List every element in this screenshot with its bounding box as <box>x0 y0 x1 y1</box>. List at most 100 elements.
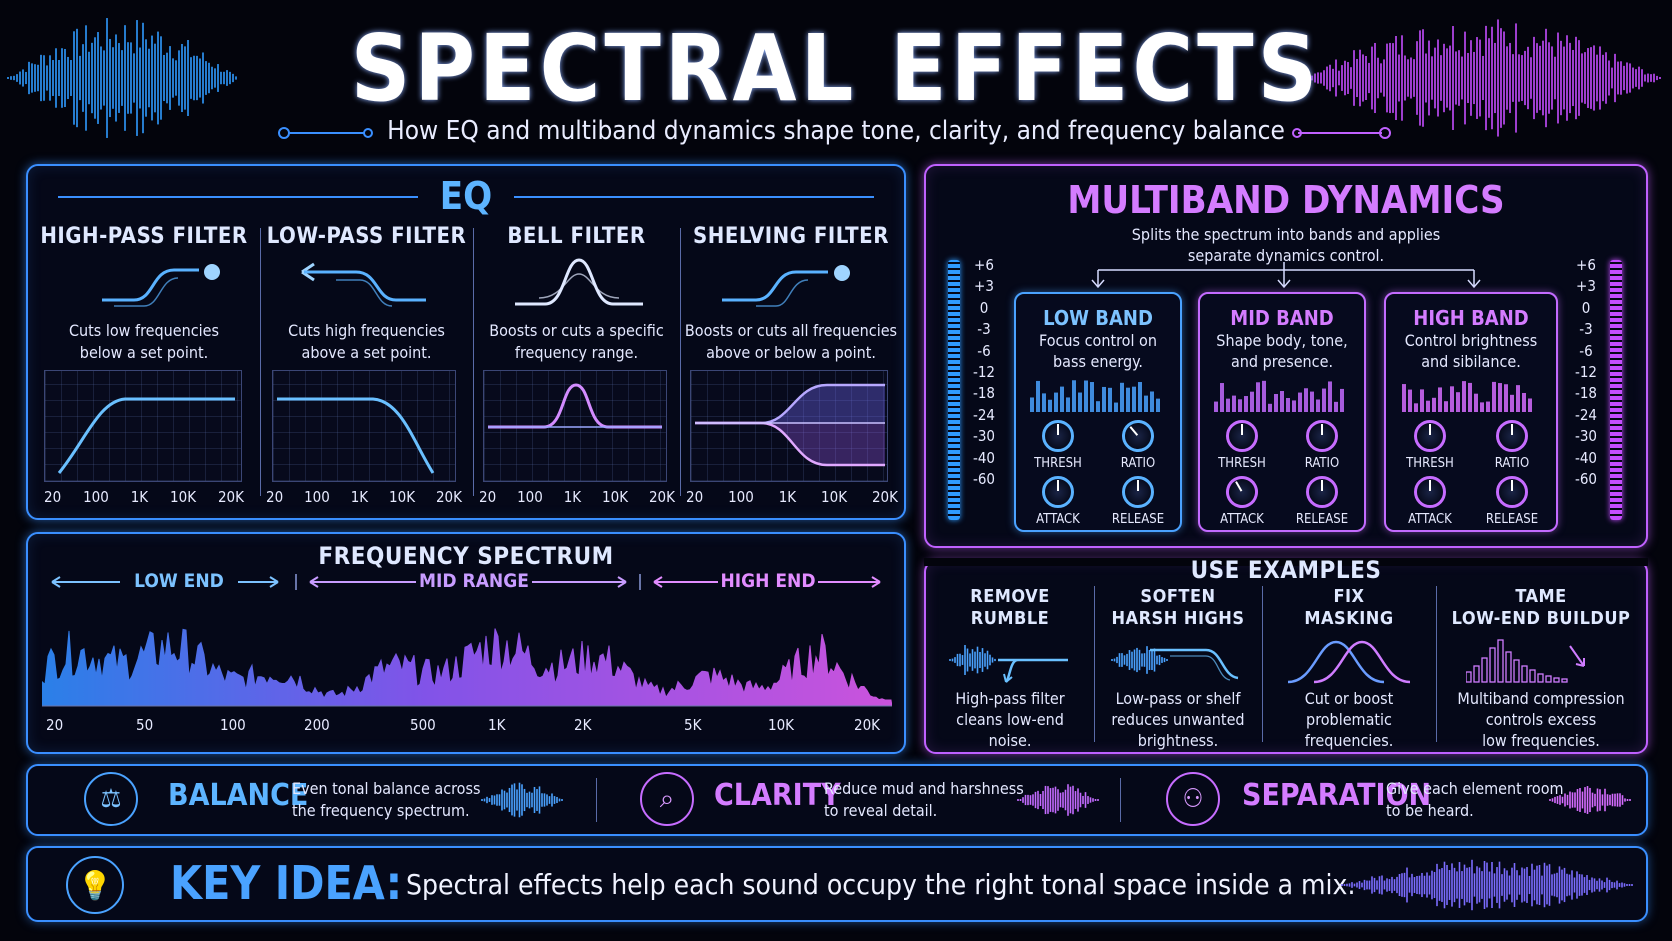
filter-desc: Cuts high frequencies <box>288 321 445 340</box>
ratio-knob[interactable] <box>1496 420 1528 452</box>
example-tame-low-end: TAME LOW-END BUILDUP Multiband compressi… <box>1436 586 1646 750</box>
knob-label: RATIO <box>1494 456 1530 471</box>
example-remove-rumble: REMOVE RUMBLE High-pass filter cleans lo… <box>926 586 1094 750</box>
benefits-strip: ⚖ BALANCE Even tonal balance across the … <box>26 764 1648 836</box>
axis-tick: 1K <box>130 488 149 506</box>
filter-desc: frequency range. <box>514 343 639 362</box>
axis-tick: 500 <box>410 716 436 734</box>
example-title: HARSH HIGHS <box>1111 608 1245 629</box>
example-title: TAME <box>1515 586 1567 607</box>
header-waveforms <box>7 18 1661 139</box>
multiband-heading: MULTIBAND DYNAMICS <box>1067 178 1505 222</box>
spectrum-axis: 20 50 100 200 500 1K 2K 5K 10K 20K <box>28 716 904 736</box>
example-desc: problematic <box>1306 710 1392 729</box>
axis-tick: 10K <box>821 488 848 506</box>
axis-tick: 10K <box>602 488 629 506</box>
release-knob[interactable] <box>1496 476 1528 508</box>
axis-tick: 100 <box>517 488 543 506</box>
db-scale-label: 0 <box>1581 298 1591 317</box>
axis-tick: 10K <box>768 716 795 734</box>
axis-tick: 1K <box>778 488 797 506</box>
db-scale-label: -30 <box>972 427 996 446</box>
db-scale-label: -60 <box>972 470 996 488</box>
magnifier-icon: ⌕ <box>640 772 694 826</box>
axis-tick: 5K <box>684 716 702 734</box>
knob-label: THRESH <box>1406 456 1454 471</box>
db-scale-label: -60 <box>1574 470 1598 488</box>
db-scale-label: +6 <box>974 256 994 274</box>
level-meter-left <box>948 260 960 520</box>
axis-tick: 10K <box>389 488 416 506</box>
example-desc: noise. <box>988 731 1032 750</box>
band-desc: and presence. <box>1230 352 1334 371</box>
bell-icon <box>515 258 643 306</box>
band-spectrum-bars <box>1402 381 1532 412</box>
axis-tick: 1K <box>563 488 582 506</box>
knob-label: RATIO <box>1120 456 1156 471</box>
benefit-title: CLARITY <box>714 778 841 813</box>
knob-label: ATTACK <box>1220 512 1264 527</box>
axis-tick: 10K <box>170 488 197 506</box>
region-arrows <box>51 574 881 590</box>
thresh-knob[interactable] <box>1042 420 1074 452</box>
axis-tick: 20K <box>871 488 898 506</box>
example-desc: brightness. <box>1137 731 1219 750</box>
ratio-knob[interactable] <box>1306 420 1338 452</box>
key-idea-strip: 💡 KEY IDEA: Spectral effects help each s… <box>26 846 1648 922</box>
band-desc: Shape body, tone, <box>1216 331 1348 350</box>
benefit-desc: Even tonal balance across <box>292 779 481 798</box>
region-mid-range: MID RANGE <box>419 570 529 592</box>
high-pass-rumble-icon <box>949 645 1068 683</box>
lightbulb-icon: 💡 <box>66 856 124 914</box>
attack-knob[interactable] <box>1220 470 1264 514</box>
example-desc: Multiband compression <box>1457 689 1625 708</box>
axis-tick: 200 <box>304 716 330 734</box>
db-scale-right: +6 +3 0 -3 -6 -12 -18 -24 -30 -40 -60 <box>1566 256 1610 516</box>
example-desc: Cut or boost <box>1304 689 1394 708</box>
example-desc: High-pass filter <box>955 689 1065 708</box>
band-desc: Control brightness <box>1404 331 1538 350</box>
band-desc: Focus control on <box>1039 331 1157 350</box>
knob-label: ATTACK <box>1408 512 1452 527</box>
low-pass-highs-icon <box>1111 646 1239 681</box>
benefit-desc: to reveal detail. <box>824 801 938 820</box>
db-scale-label: -30 <box>1574 427 1598 446</box>
thresh-knob[interactable] <box>1414 420 1446 452</box>
filter-low-pass: LOW-PASS FILTER Cuts high frequencies ab… <box>260 224 473 514</box>
example-desc: cleans low-end <box>956 710 1064 729</box>
example-desc: controls excess <box>1485 710 1597 729</box>
benefit-desc: to be heard. <box>1386 801 1474 820</box>
db-scale-label: -18 <box>972 384 996 403</box>
example-desc: Low-pass or shelf <box>1115 689 1241 708</box>
axis-tick: 20K <box>854 716 881 734</box>
example-desc: frequencies. <box>1304 731 1394 750</box>
thresh-knob[interactable] <box>1226 420 1258 452</box>
axis-tick: 1K <box>350 488 369 506</box>
filter-shelving: SHELVING FILTER Boosts or cuts all frequ… <box>680 224 902 514</box>
page-subtitle: How EQ and multiband dynamics shape tone… <box>387 116 1285 146</box>
low-pass-icon <box>301 262 426 307</box>
axis-tick: 20 <box>44 488 62 506</box>
attack-knob[interactable] <box>1414 476 1446 508</box>
knob-label: RELEASE <box>1485 512 1539 527</box>
filter-bell: BELL FILTER Boosts or cuts a specific fr… <box>473 224 680 514</box>
example-title: LOW-END BUILDUP <box>1451 608 1631 629</box>
filter-high-pass: HIGH-PASS FILTER Cuts low frequencies be… <box>28 224 260 514</box>
ratio-knob[interactable] <box>1115 413 1161 459</box>
example-title: FIX <box>1333 586 1365 607</box>
release-knob[interactable] <box>1122 476 1154 508</box>
band-name: MID BAND <box>1230 306 1334 330</box>
use-examples-heading: USE EXAMPLES <box>1190 556 1382 584</box>
db-scale-label: -3 <box>1579 320 1593 339</box>
high-band-card: HIGH BAND Control brightness and sibilan… <box>1384 292 1558 532</box>
key-idea-text: Spectral effects help each sound occupy … <box>406 868 1356 901</box>
filter-desc: Boosts or cuts a specific <box>489 321 664 340</box>
band-desc: bass energy. <box>1053 352 1143 371</box>
filter-desc: below a set point. <box>79 343 209 362</box>
release-knob[interactable] <box>1306 476 1338 508</box>
attack-knob[interactable] <box>1042 476 1074 508</box>
axis-tick: 100 <box>220 716 246 734</box>
axis-tick: 20 <box>479 488 497 506</box>
db-scale-label: -24 <box>972 405 996 424</box>
eq-heading: EQ <box>439 174 493 218</box>
